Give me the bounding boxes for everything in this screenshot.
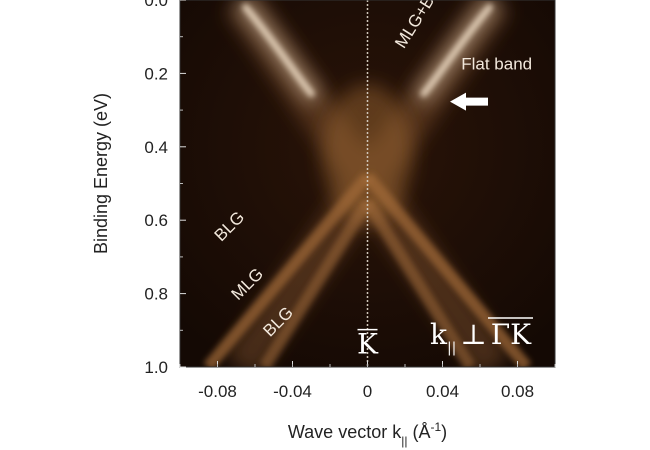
x-axis-title: Wave vector k|| (Å-1): [288, 420, 447, 448]
x-tick-label: 0.04: [426, 382, 459, 401]
crossing-glow: [322, 84, 413, 225]
band-intensity-layer: [203, 0, 532, 367]
lower-band: [362, 198, 476, 367]
x-tick-label: 0.08: [501, 382, 534, 401]
upper-band-core: [242, 3, 315, 98]
y-tick-label: 0.8: [144, 285, 168, 304]
y-axis: 0.0 0.2 0.4 0.6 0.8 1.0: [144, 0, 186, 377]
direction-text: k|| ⊥ ΓK: [430, 318, 532, 356]
direction-label: k|| ⊥ ΓK: [430, 317, 533, 356]
arrow-icon: [450, 92, 488, 111]
y-tick-label: 0.4: [144, 138, 168, 157]
y-tick-label: 1.0: [144, 358, 168, 377]
flat-band-arrow: [450, 92, 488, 111]
annotation-flat-band: Flat band: [461, 55, 532, 74]
x-tick-label: -0.08: [198, 382, 237, 401]
x-axis: -0.08 -0.04 0 0.04 0.08: [179, 361, 556, 401]
y-tick-label: 0.2: [144, 64, 168, 83]
lower-band: [259, 198, 373, 367]
y-tick-label: 0.0: [144, 0, 168, 10]
x-tick-label: -0.04: [273, 382, 312, 401]
lower-band: [362, 172, 532, 367]
upper-band-core: [420, 3, 493, 98]
k-point-label: K: [357, 328, 379, 361]
y-axis-title: Binding Energy (eV): [91, 93, 111, 254]
y-tick-label: 0.6: [144, 211, 168, 230]
x-tick-label: 0: [363, 382, 372, 401]
lower-band: [203, 172, 373, 367]
k-point-text: K: [357, 328, 379, 361]
